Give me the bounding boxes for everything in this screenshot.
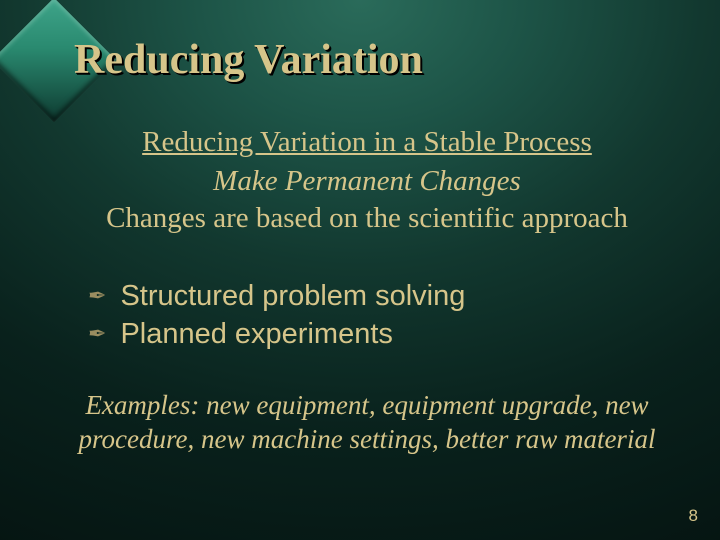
- bullet-icon: ✒: [88, 317, 106, 351]
- subtitle-underlined: Reducing Variation in a Stable Process: [54, 126, 680, 159]
- examples-text: Examples: new equipment, equipment upgra…: [54, 389, 680, 457]
- subtitle-plain: Changes are based on the scientific appr…: [54, 202, 680, 235]
- slide-content: Reducing Variation in a Stable Process M…: [54, 126, 680, 457]
- bullet-icon: ✒: [88, 279, 106, 313]
- subtitle-italic: Make Permanent Changes: [54, 165, 680, 198]
- list-item: ✒ Planned experiments: [88, 317, 680, 351]
- bullet-text: Planned experiments: [120, 317, 392, 351]
- slide-title: Reducing Variation: [74, 36, 423, 84]
- list-item: ✒ Structured problem solving: [88, 279, 680, 313]
- page-number: 8: [689, 506, 698, 526]
- bullet-text: Structured problem solving: [120, 279, 465, 313]
- bullet-list: ✒ Structured problem solving ✒ Planned e…: [88, 279, 680, 351]
